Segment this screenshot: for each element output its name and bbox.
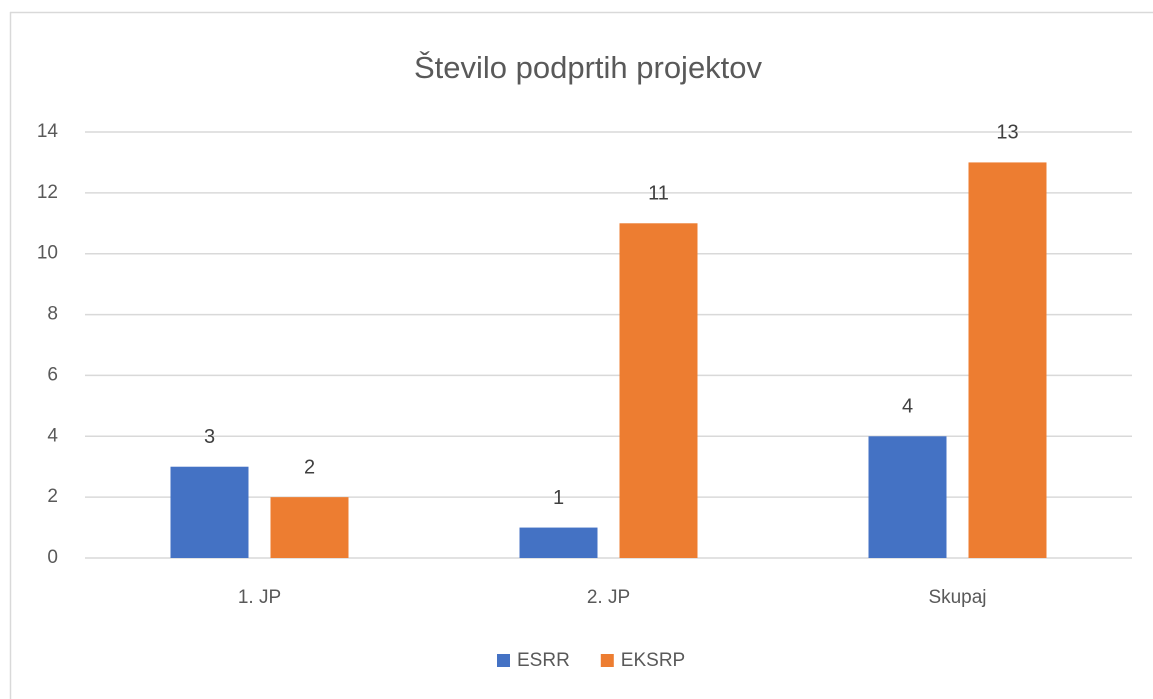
x-tick-label: 1. JP — [238, 587, 281, 608]
legend-swatch — [497, 654, 510, 667]
bar — [968, 162, 1047, 558]
legend-label: EKSRP — [621, 650, 685, 671]
legend-label: ESRR — [517, 650, 570, 671]
x-tick-label: 2. JP — [587, 587, 630, 608]
bar — [619, 223, 698, 559]
data-label: 13 — [996, 122, 1018, 144]
y-tick-label: 6 — [47, 364, 58, 385]
y-tick-label: 2 — [47, 486, 58, 507]
x-tick-label: Skupaj — [928, 587, 986, 608]
bar — [170, 466, 249, 558]
y-tick-label: 0 — [47, 547, 58, 568]
chart-title: Število podprtih projektov — [414, 50, 763, 85]
bar — [270, 497, 349, 558]
y-tick-label: 4 — [47, 425, 58, 446]
data-label: 3 — [204, 426, 215, 448]
legend-swatch — [600, 654, 614, 667]
bar — [868, 436, 947, 558]
bar — [519, 527, 598, 558]
y-tick-label: 8 — [47, 304, 58, 325]
y-tick-label: 10 — [37, 243, 58, 264]
data-label: 2 — [304, 456, 315, 478]
data-label: 4 — [902, 396, 913, 418]
data-label: 1 — [553, 487, 564, 509]
y-tick-label: 14 — [37, 121, 59, 142]
data-label: 11 — [648, 183, 669, 205]
y-tick-label: 12 — [37, 182, 58, 203]
